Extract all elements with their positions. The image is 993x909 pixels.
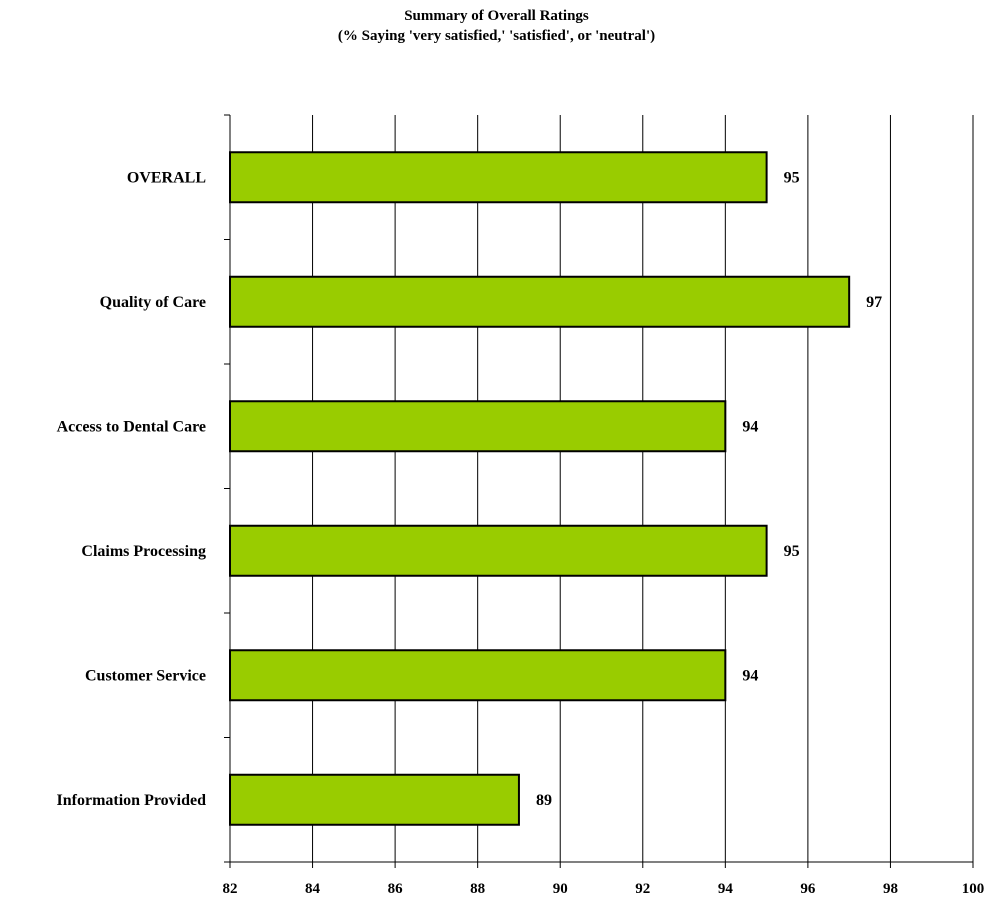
bar [229,524,768,577]
category-label: Information Provided [57,792,207,809]
x-tick-label: 96 [800,881,816,897]
data-label: 94 [742,667,758,684]
category-label: Access to Dental Care [57,418,206,435]
x-tick-label: 98 [883,881,898,897]
x-tick-label: 84 [305,881,321,897]
data-label: 95 [784,543,800,560]
labels: 82 84 86 88 90 92 94 96 98 100 OVERALL 95 Quality of… [57,169,985,897]
gridlines [312,115,974,862]
category-label: Quality of Care [100,294,206,311]
data-label: 97 [866,294,882,311]
chart-title: Summary of Overall Ratings [404,8,589,24]
bar [229,151,768,204]
x-tick-label: 90 [553,881,568,897]
x-tick-label: 86 [388,881,404,897]
chart-subtitle: (% Saying 'very satisfied,' 'satisfied',… [337,28,656,44]
data-label: 94 [742,418,758,435]
x-tick-label: 94 [718,881,734,897]
bar [229,649,727,702]
chart-title-block: Summary of Overall Ratings (% Saying 've… [0,6,993,46]
category-label: OVERALL [127,169,206,186]
bar [229,275,851,328]
axes [224,114,974,868]
bars [229,151,851,826]
data-label: 89 [536,792,552,809]
category-label: Customer Service [85,667,206,684]
category-label: Claims Processing [81,543,206,560]
x-tick-label: 88 [470,881,485,897]
x-tick-label: 82 [223,881,238,897]
data-label: 95 [784,169,800,186]
x-tick-label: 92 [635,881,650,897]
bar [229,773,520,826]
x-tick-label: 100 [962,881,985,897]
bar [229,400,727,453]
